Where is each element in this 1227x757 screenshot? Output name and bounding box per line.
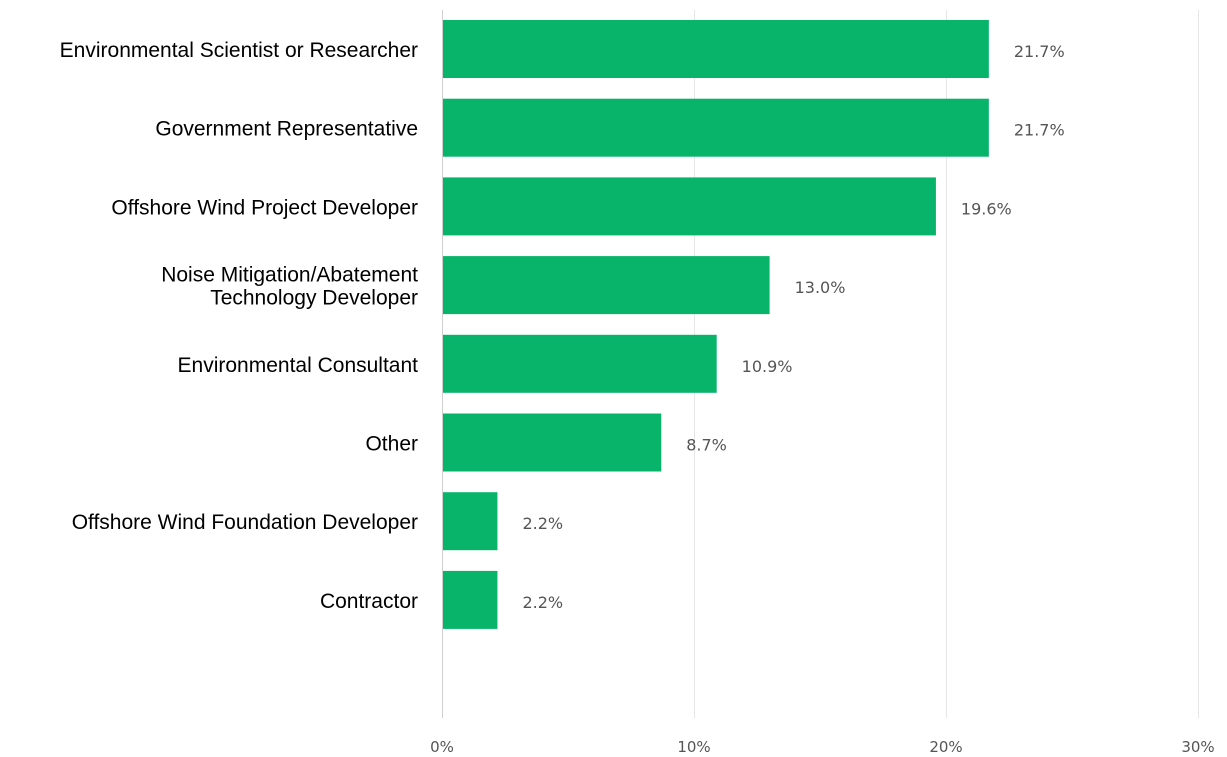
bar: [443, 98, 989, 157]
x-tick-label: 20%: [929, 738, 962, 756]
value-label: 2.2%: [522, 514, 563, 533]
category-label: Contractor: [320, 590, 418, 613]
bar: [443, 570, 498, 629]
x-tick-label: 30%: [1181, 738, 1214, 756]
value-label: 21.7%: [1014, 42, 1065, 61]
bars: [443, 20, 989, 629]
category-label: Environmental Consultant: [178, 354, 419, 377]
bar: [443, 256, 770, 315]
value-label: 21.7%: [1014, 121, 1065, 140]
category-label-line: Contractor: [320, 590, 418, 613]
x-tick-label: 10%: [677, 738, 710, 756]
value-label: 8.7%: [686, 436, 727, 455]
category-label: Offshore Wind Project Developer: [111, 196, 418, 219]
category-label-line: Offshore Wind Project Developer: [111, 196, 418, 219]
bar: [443, 177, 936, 236]
category-label-line: Technology Developer: [210, 287, 418, 310]
x-tick-label: 0%: [430, 738, 454, 756]
category-label-line: Environmental Consultant: [178, 354, 419, 377]
category-label: Environmental Scientist or Researcher: [60, 39, 418, 62]
category-label: Offshore Wind Foundation Developer: [72, 511, 418, 534]
bar: [443, 413, 662, 472]
bar: [443, 492, 498, 551]
category-label-line: Other: [365, 433, 418, 456]
category-label-line: Offshore Wind Foundation Developer: [72, 511, 418, 534]
category-label-line: Government Representative: [155, 118, 418, 141]
category-label-line: Environmental Scientist or Researcher: [60, 39, 418, 62]
bar: [443, 334, 717, 393]
category-label: Noise Mitigation/Abatement Technology Dev…: [161, 264, 418, 310]
bar: [443, 20, 989, 78]
x-axis-ticks: 0% 10% 20% 30%: [430, 738, 1215, 756]
category-label: Other: [365, 433, 418, 456]
value-label: 19.6%: [961, 199, 1012, 218]
value-label: 10.9%: [742, 357, 793, 376]
category-label: Government Representative: [155, 118, 418, 141]
category-label-line: Noise Mitigation/Abatement: [161, 264, 418, 287]
value-label: 2.2%: [522, 593, 563, 612]
value-label: 13.0%: [795, 278, 846, 297]
category-labels: Environmental Scientist or Researcher Gov…: [60, 39, 418, 613]
value-labels: 21.7% 21.7% 19.6% 13.0% 10.9% 8.7% 2.2% 2.2%: [522, 42, 1064, 612]
